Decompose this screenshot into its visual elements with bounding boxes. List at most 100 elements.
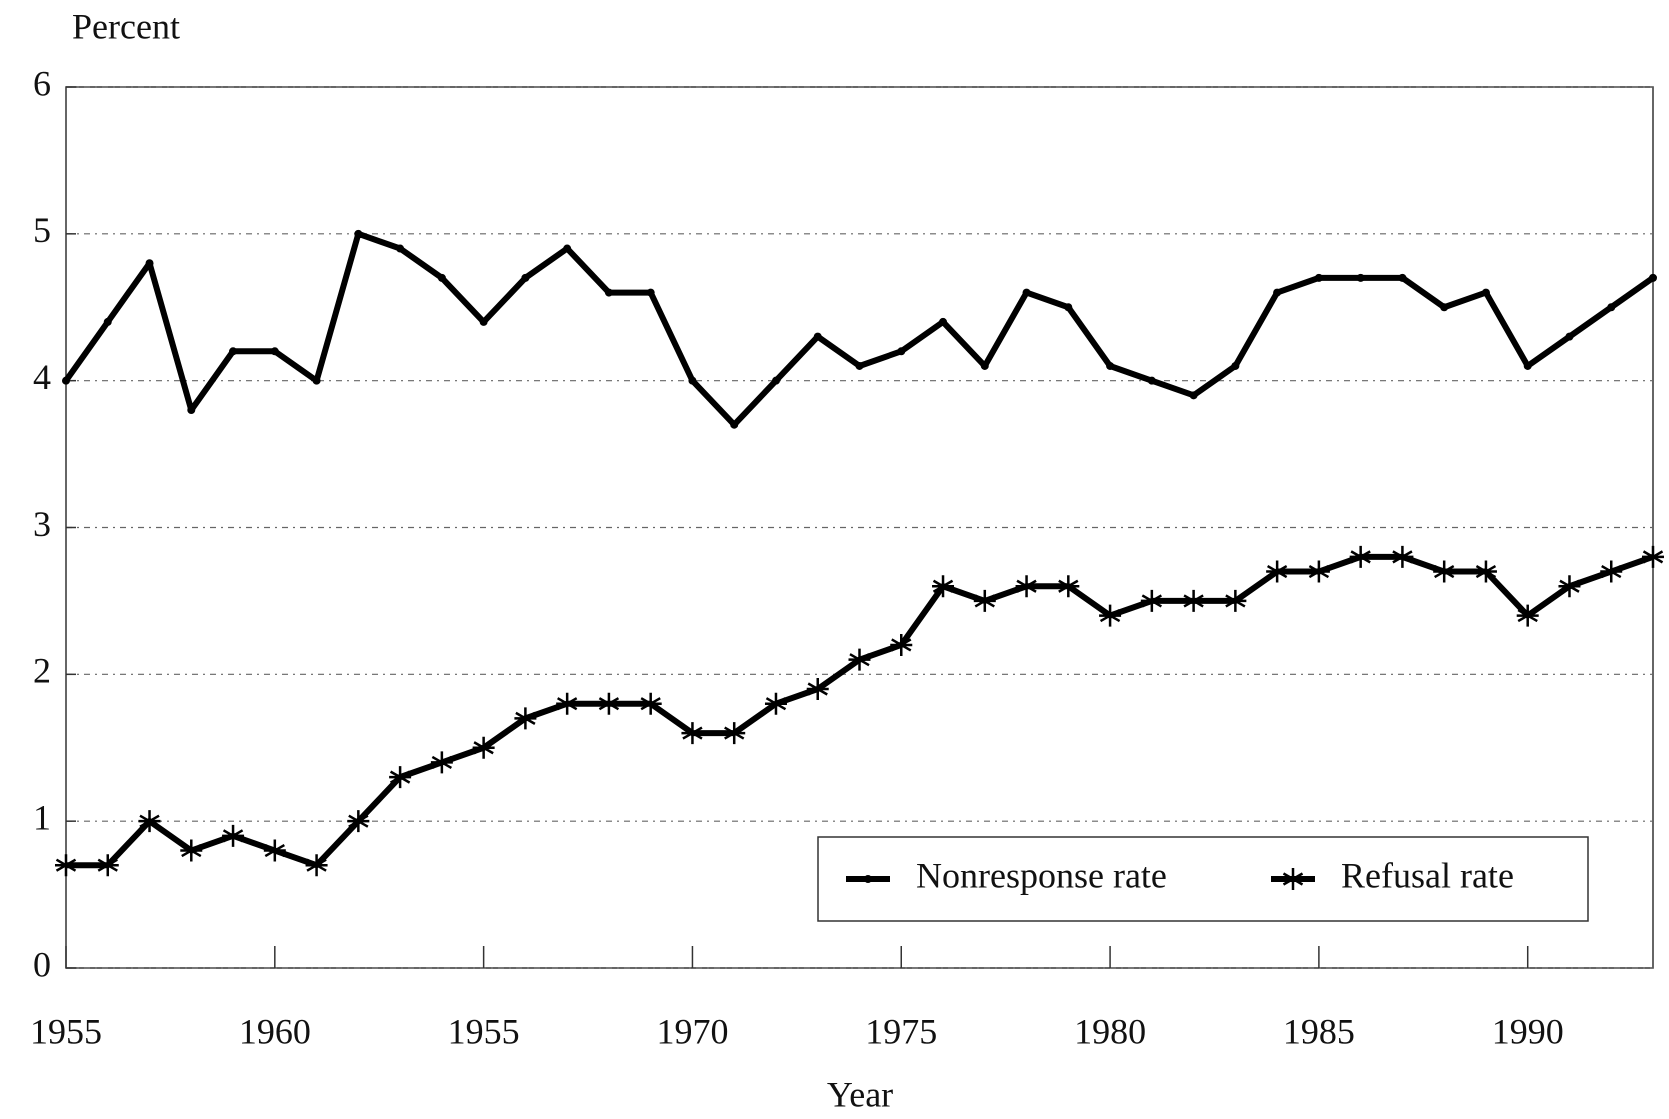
dot-marker bbox=[1022, 288, 1031, 297]
dot-marker bbox=[1147, 376, 1156, 385]
y-tick-label: 2 bbox=[33, 651, 51, 691]
y-tick-label: 0 bbox=[33, 944, 51, 984]
dot-marker bbox=[1106, 361, 1115, 370]
dot-marker bbox=[62, 376, 70, 385]
star-marker bbox=[222, 824, 245, 847]
x-tick-label: 1955 bbox=[448, 1011, 520, 1051]
star-marker bbox=[305, 854, 328, 877]
dot-marker bbox=[855, 361, 864, 370]
dot-marker bbox=[813, 332, 822, 341]
legend-label: Refusal rate bbox=[1341, 855, 1514, 895]
star-marker bbox=[180, 839, 203, 862]
legend-label: Nonresponse rate bbox=[916, 855, 1167, 895]
x-tick-label: 1990 bbox=[1492, 1011, 1564, 1051]
star-marker bbox=[1182, 589, 1205, 612]
star-marker bbox=[1140, 589, 1163, 612]
star-marker bbox=[138, 810, 161, 833]
dot-marker bbox=[688, 376, 697, 385]
star-marker bbox=[1600, 560, 1623, 583]
star-marker bbox=[848, 648, 871, 671]
star-marker bbox=[973, 589, 996, 612]
dot-marker bbox=[939, 317, 948, 326]
dot-marker bbox=[187, 406, 196, 415]
star-marker bbox=[597, 692, 620, 715]
dot-marker bbox=[1649, 273, 1657, 282]
dot-marker bbox=[1231, 361, 1240, 370]
dot-marker bbox=[1565, 332, 1574, 341]
star-marker bbox=[556, 692, 579, 715]
x-tick-label: 1985 bbox=[1283, 1011, 1355, 1051]
x-tick-label: 1960 bbox=[239, 1011, 311, 1051]
y-tick-label: 6 bbox=[33, 63, 51, 103]
star-marker bbox=[1266, 560, 1289, 583]
dot-marker bbox=[864, 875, 872, 883]
dot-marker bbox=[730, 420, 739, 429]
dot-marker bbox=[604, 288, 613, 297]
star-marker bbox=[96, 854, 119, 877]
star-marker bbox=[1224, 589, 1247, 612]
dot-marker bbox=[270, 347, 279, 356]
legend-box bbox=[817, 836, 1589, 922]
star-marker bbox=[1433, 560, 1456, 583]
x-tick-label: 1980 bbox=[1074, 1011, 1146, 1051]
x-axis-label: Year bbox=[827, 1074, 893, 1114]
y-tick-label: 4 bbox=[33, 357, 51, 397]
star-marker bbox=[806, 678, 829, 701]
star-marker bbox=[389, 766, 412, 789]
dot-marker bbox=[771, 376, 780, 385]
dot-marker bbox=[1523, 361, 1532, 370]
star-marker bbox=[1057, 575, 1080, 598]
dot-marker bbox=[980, 361, 989, 370]
dot-marker bbox=[563, 244, 572, 253]
dot-marker bbox=[1064, 303, 1073, 312]
dot-marker bbox=[145, 259, 154, 268]
dot-marker bbox=[1273, 288, 1282, 297]
y-tick-label: 5 bbox=[33, 210, 51, 250]
star-marker bbox=[514, 707, 537, 730]
dot-marker bbox=[396, 244, 405, 253]
star-marker bbox=[1015, 575, 1038, 598]
dot-marker bbox=[312, 376, 321, 385]
data-line bbox=[66, 553, 1654, 869]
dot-marker bbox=[1607, 303, 1616, 312]
dot-marker bbox=[897, 347, 906, 356]
star-marker bbox=[263, 839, 286, 862]
star-marker bbox=[347, 810, 370, 833]
star-marker bbox=[681, 722, 704, 745]
dot-marker bbox=[1398, 273, 1407, 282]
star-marker bbox=[1282, 868, 1304, 890]
star-marker bbox=[1558, 575, 1581, 598]
star-marker bbox=[1099, 604, 1122, 627]
y-axis-label: Percent bbox=[72, 6, 180, 46]
dot-marker bbox=[229, 347, 238, 356]
y-tick-label: 3 bbox=[33, 504, 51, 544]
star-marker bbox=[1307, 560, 1330, 583]
star-marker bbox=[1474, 560, 1497, 583]
dot-marker bbox=[1440, 303, 1449, 312]
star-marker bbox=[764, 692, 787, 715]
legend: Nonresponse rate Refusal rate bbox=[817, 836, 1589, 922]
star-marker bbox=[890, 633, 913, 656]
dot-marker bbox=[479, 317, 488, 326]
x-tick-label: 1975 bbox=[865, 1011, 937, 1051]
dot-marker bbox=[354, 229, 363, 238]
dot-marker bbox=[521, 273, 530, 282]
dot-marker bbox=[103, 317, 112, 326]
star-marker bbox=[639, 692, 662, 715]
star-marker bbox=[1516, 604, 1539, 627]
star-marker bbox=[1642, 545, 1664, 568]
star-marker bbox=[723, 722, 746, 745]
y-tick-label: 1 bbox=[33, 797, 51, 837]
data-line bbox=[63, 230, 1655, 428]
dot-marker bbox=[1314, 273, 1323, 282]
star-marker bbox=[932, 575, 955, 598]
dot-marker bbox=[1189, 391, 1198, 400]
dot-marker bbox=[1481, 288, 1490, 297]
star-marker bbox=[1349, 545, 1372, 568]
star-marker bbox=[55, 854, 77, 877]
star-marker bbox=[430, 751, 453, 774]
x-tick-label: 1955 bbox=[30, 1011, 102, 1051]
dot-marker bbox=[1356, 273, 1365, 282]
dot-marker bbox=[646, 288, 655, 297]
